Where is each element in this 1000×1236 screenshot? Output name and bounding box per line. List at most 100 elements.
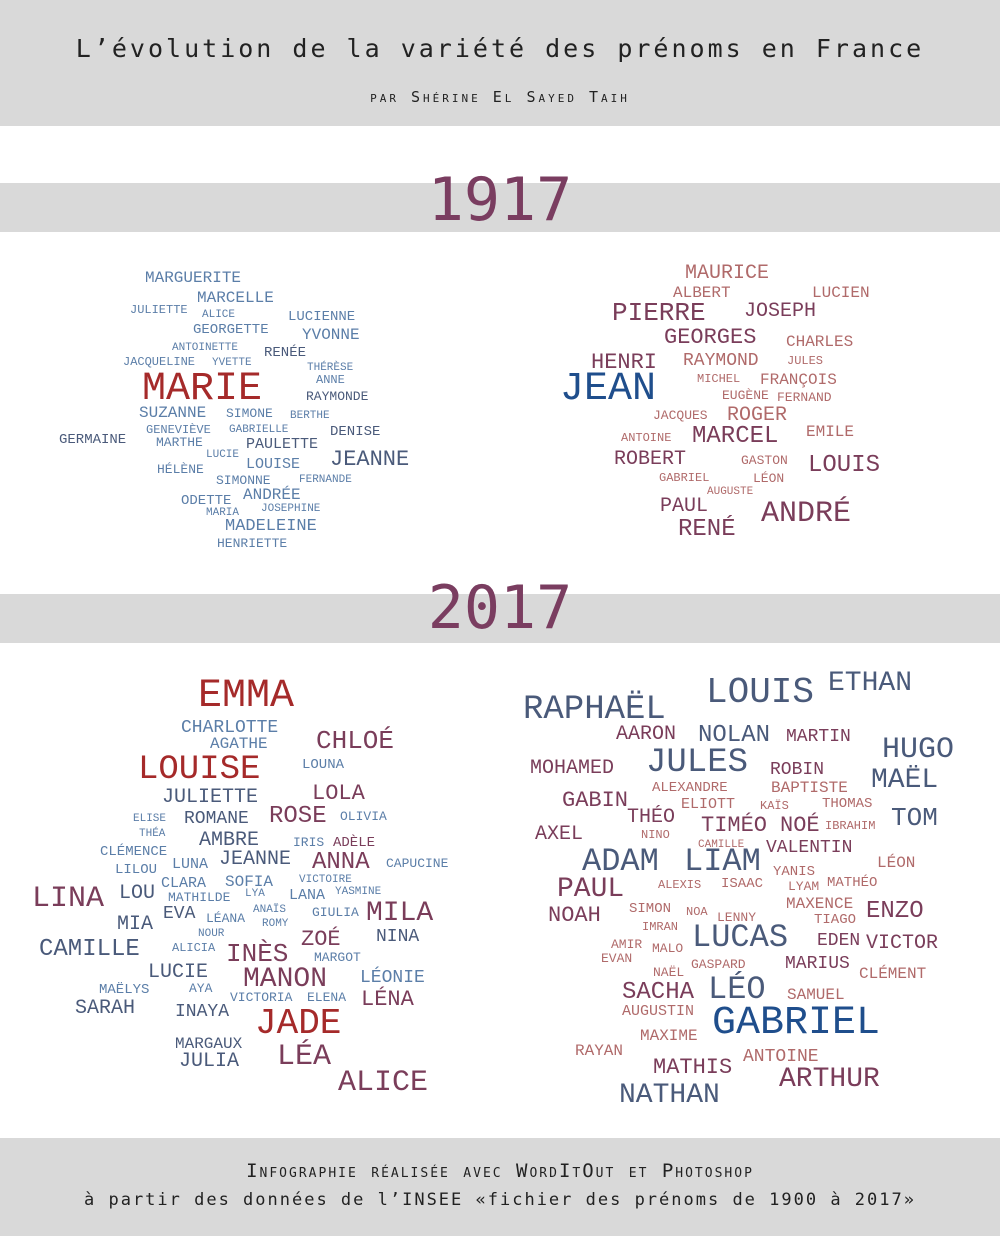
footer-band [0,1138,1000,1236]
cloud-word: LOUIS [706,672,815,713]
cloud-word: ANAÏS [253,904,287,916]
page-subtitle: par Shérine El Sayed Taih [370,88,630,106]
cloud-word: JULIETTE [162,786,259,809]
cloud-word: LUCAS [692,919,789,956]
year-heading-1917: 1917 [427,165,573,235]
cloud-word: LOUNA [302,757,345,773]
cloud-word: ROBERT [614,448,687,471]
cloud-word: VICTOR [866,932,939,955]
cloud-word: CAPUCINE [386,856,449,871]
cloud-word: MATHÉO [827,875,878,891]
cloud-word: MALO [652,941,684,956]
cloud-word: ANTOINE [743,1047,819,1067]
cloud-word: ROMY [262,918,289,930]
cloud-word: THÉA [139,828,166,840]
cloud-word: FRANÇOIS [760,371,837,389]
cloud-word: ALICIA [172,941,216,955]
cloud-word: NOLAN [698,722,771,749]
cloud-word: GENEVIÈVE [146,423,211,437]
cloud-word: JADE [255,1003,342,1044]
cloud-word: MARCELLE [197,289,274,307]
cloud-word: NOUR [198,928,225,940]
cloud-word: NOÉ [780,813,820,838]
cloud-word: GASTON [741,453,788,468]
cloud-word: HENRI [591,350,658,375]
cloud-word: ALICE [338,1066,429,1100]
cloud-word: EUGÈNE [722,388,769,403]
cloud-word: EMILE [806,423,855,441]
cloud-word: NOA [686,905,708,919]
cloud-word: LOUISE [246,456,301,473]
cloud-word: ELISE [133,813,167,825]
cloud-word: SIMONE [226,406,273,421]
cloud-word: PAUL [557,874,625,905]
cloud-word: MIA [117,913,154,936]
cloud-word: BERTHE [290,410,330,422]
cloud-word: SIMONNE [216,473,271,488]
cloud-word: ENZO [866,898,924,925]
cloud-word: NAËL [653,965,685,980]
cloud-word: CLÉMENT [859,965,927,983]
cloud-word: MARTIN [786,727,851,747]
cloud-word: ROBIN [770,760,825,780]
cloud-word: ANTOINETTE [172,342,239,354]
cloud-word: JEANNE [219,848,292,871]
cloud-word: MAURICE [685,262,770,285]
cloud-word: ROSE [269,803,327,830]
cloud-word: RAYMONDE [306,389,369,404]
cloud-word: PAUL [660,495,709,518]
cloud-word: LÉANA [206,911,246,926]
cloud-word: JULIA [179,1050,240,1073]
cloud-word: ODETTE [181,493,232,509]
cloud-word: VICTOIRE [299,874,352,886]
cloud-word: LILOU [115,862,158,878]
cloud-word: EMMA [198,674,295,719]
cloud-word: ARTHUR [779,1064,880,1095]
cloud-word: GABRIEL [659,471,710,485]
cloud-word: TIMÉO [701,813,768,838]
cloud-word: ELIOTT [681,796,736,813]
cloud-word: MOHAMED [530,757,615,780]
cloud-word: LYAM [788,879,820,894]
cloud-word: MARGOT [314,950,361,965]
cloud-word: LUCIEN [812,284,870,302]
cloud-word: HUGO [882,733,955,767]
cloud-word: ZOÉ [301,927,341,952]
cloud-word: EVAN [601,951,633,966]
cloud-word: ADAM [582,843,659,880]
cloud-word: IBRAHIM [825,819,876,833]
cloud-word: LÉNA [361,987,414,1012]
cloud-word: MANON [243,964,328,995]
cloud-word: LOUISE [138,751,261,789]
cloud-word: JOSEPH [744,300,817,323]
cloud-word: CAMILLE [39,936,140,963]
cloud-word: ANNA [312,849,370,876]
cloud-word: DENISE [330,424,381,440]
cloud-word: GEORGETTE [193,322,269,338]
footer-credit: Infographie réalisée avec WordItOut et P… [246,1160,754,1182]
cloud-word: AARON [616,723,677,746]
cloud-word: ALBERT [673,284,731,302]
cloud-word: YASMINE [335,886,382,898]
cloud-word: JULES [646,744,749,782]
cloud-word: SIMON [629,901,672,917]
cloud-word: ALEXIS [658,878,702,892]
cloud-word: RAPHAËL [523,691,666,729]
cloud-word: INAYA [175,1002,230,1022]
cloud-word: MARGUERITE [145,269,242,287]
cloud-word: JULES [787,354,824,368]
cloud-word: MARCEL [692,423,779,450]
cloud-word: ANDRÉE [243,486,301,504]
cloud-word: ETHAN [828,668,913,699]
cloud-word: GERMAINE [59,432,127,448]
cloud-word: SARAH [75,997,136,1020]
cloud-word: ROMANE [184,809,249,829]
cloud-word: ANTOINE [621,431,672,445]
cloud-word: MILA [366,898,434,929]
cloud-word: ALICE [202,309,236,321]
cloud-word: YVONNE [302,326,360,344]
cloud-word: LÉA [277,1040,332,1074]
cloud-word: LÉONIE [360,968,425,988]
cloud-word: OLIVIA [340,809,387,824]
cloud-word: PIERRE [612,298,706,328]
